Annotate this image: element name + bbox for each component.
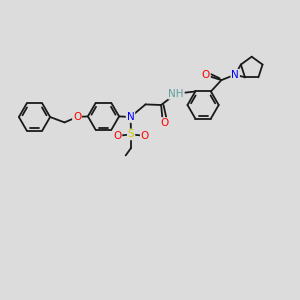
Text: S: S xyxy=(128,129,134,140)
Text: O: O xyxy=(141,130,149,141)
Text: N: N xyxy=(231,70,239,80)
Text: NH: NH xyxy=(168,88,184,99)
Text: O: O xyxy=(202,70,210,80)
Text: O: O xyxy=(73,112,81,122)
Text: N: N xyxy=(127,112,134,122)
Text: O: O xyxy=(160,118,169,128)
Text: O: O xyxy=(113,130,122,141)
